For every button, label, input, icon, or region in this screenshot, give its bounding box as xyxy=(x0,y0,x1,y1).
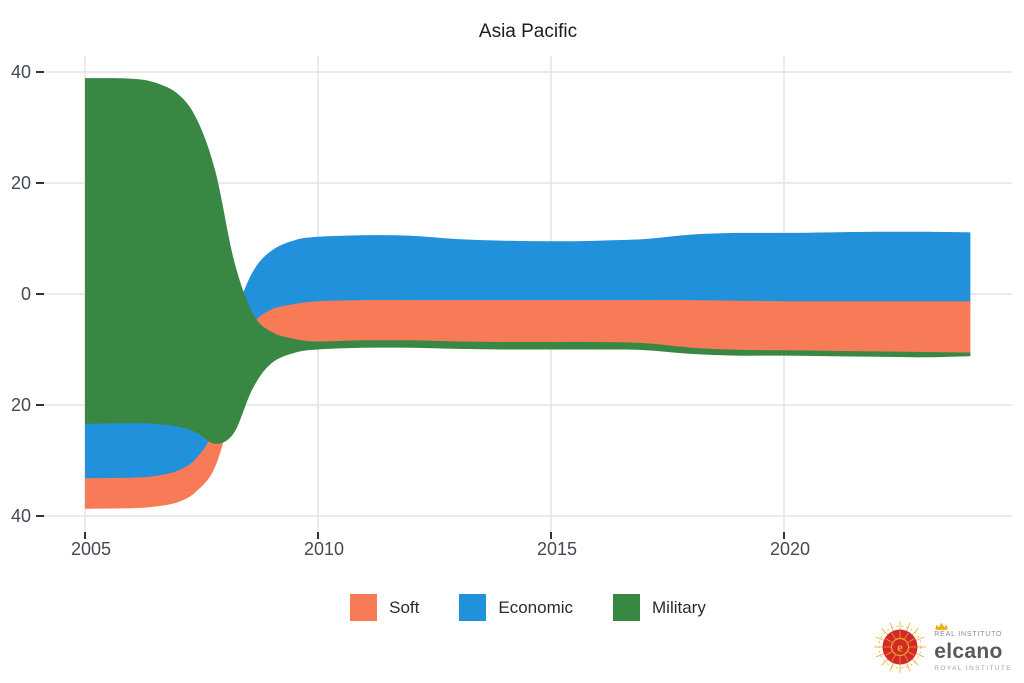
legend: Soft Economic Military xyxy=(32,594,1024,621)
logo-line2: elcano xyxy=(934,639,1003,663)
crown-icon xyxy=(935,622,948,630)
elcano-compass-rose-icon: e xyxy=(874,621,927,673)
compass-spoke xyxy=(881,657,890,666)
compass-letter-e: e xyxy=(897,640,903,655)
compass-inner-spoke xyxy=(885,638,893,643)
legend-item-soft: Soft xyxy=(350,594,419,621)
compass-spoke xyxy=(876,652,886,658)
stream-area-soft xyxy=(85,300,971,509)
legend-label-military: Military xyxy=(652,597,706,617)
y-tick-label-0: 0 xyxy=(21,284,31,304)
legend-item-military: Military xyxy=(613,594,706,621)
legend-swatch-military xyxy=(613,594,641,621)
compass-inner-spoke xyxy=(907,651,915,656)
compass-inner-spoke xyxy=(891,632,897,640)
logo-line3: ROYAL INSTITUTE xyxy=(934,664,1012,672)
chart-title: Asia Pacific xyxy=(478,21,578,42)
y-tick-label-20: 20 xyxy=(11,173,31,193)
stream-area-economic xyxy=(85,231,971,484)
compass-inner-spoke xyxy=(891,654,897,662)
elcano-logo-text: REAL INSTITUTO elcano ROYAL INSTITUTE xyxy=(934,622,1012,673)
legend-item-economic: Economic xyxy=(459,594,573,621)
logo-line1: REAL INSTITUTO xyxy=(934,630,1003,638)
y-tick-label--40: 40 xyxy=(11,506,31,526)
x-tick-label-2005: 2005 xyxy=(71,539,111,559)
compass-hub-ring xyxy=(891,637,910,657)
compass-inner-spoke xyxy=(885,651,893,656)
y-tick-label--20: 20 xyxy=(11,395,31,415)
y-tick-label-40: 40 xyxy=(11,62,31,82)
x-tick-label-2015: 2015 xyxy=(537,539,577,559)
compass-inner-spoke xyxy=(904,632,909,640)
compass-spoke xyxy=(914,652,925,658)
compass-spoke xyxy=(906,661,911,672)
elcano-logo: e REAL INSTITUTO elcano ROYAL INSTITUTE xyxy=(874,619,1012,675)
legend-swatch-soft xyxy=(350,594,378,621)
compass-spoke xyxy=(914,636,925,642)
legend-swatch-economic xyxy=(459,594,487,621)
compass-spoke xyxy=(876,636,886,642)
compass-spoke xyxy=(911,628,919,637)
legend-label-economic: Economic xyxy=(498,597,574,617)
x-tick-label-2010: 2010 xyxy=(304,539,344,559)
compass-inner-spoke xyxy=(907,638,915,643)
compass-inner-spoke xyxy=(904,654,909,662)
compass-outer-ring xyxy=(878,625,922,669)
stream-area-military xyxy=(85,78,971,444)
legend-label-soft: Soft xyxy=(389,597,420,617)
x-tick-label-2020: 2020 xyxy=(770,539,810,559)
